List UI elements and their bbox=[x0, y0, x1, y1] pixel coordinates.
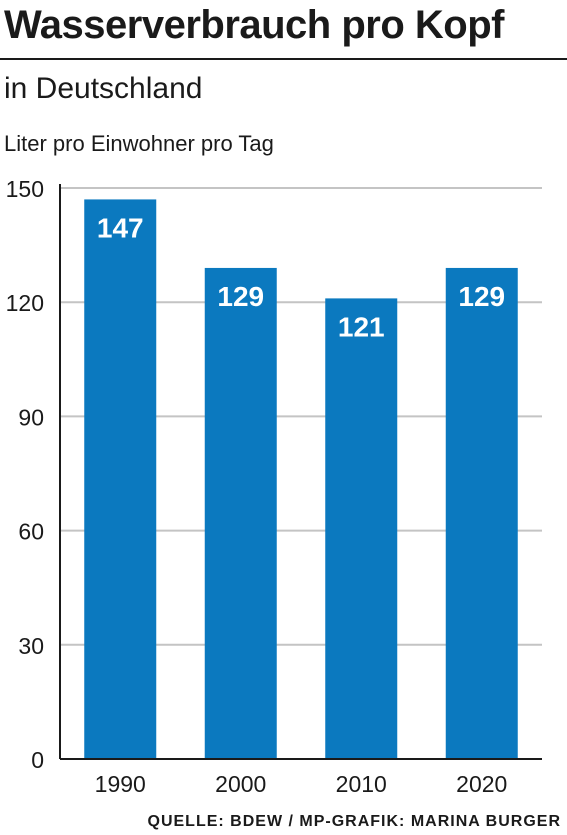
bar-value-label: 121 bbox=[338, 311, 385, 342]
bar-1990 bbox=[84, 199, 157, 760]
y-tick-label: 150 bbox=[6, 176, 44, 202]
x-tick-label: 2020 bbox=[456, 771, 507, 797]
source-credit: QUELLE: BDEW / MP-GRAFIK: MARINA BURGER bbox=[147, 813, 561, 830]
chart-subtitle: in Deutschland bbox=[4, 72, 203, 105]
bar-value-label: 129 bbox=[458, 281, 505, 312]
y-tick-label: 90 bbox=[18, 404, 44, 430]
bar-2010 bbox=[325, 298, 398, 759]
bar-value-label: 147 bbox=[97, 212, 144, 243]
y-tick-labels: 0 30 60 90 120 150 bbox=[6, 176, 44, 773]
y-tick-label: 60 bbox=[18, 519, 44, 545]
x-tick-label: 2010 bbox=[336, 771, 387, 797]
title-divider bbox=[0, 58, 567, 60]
chart-title: Wasserverbrauch pro Kopf bbox=[4, 3, 504, 47]
bar-2000 bbox=[204, 267, 277, 759]
x-tick-label: 1990 bbox=[95, 771, 146, 797]
x-tick-label: 2000 bbox=[215, 771, 266, 797]
y-tick-label: 0 bbox=[31, 747, 44, 773]
bars: 147 129 121 129 bbox=[84, 199, 518, 760]
y-tick-label: 30 bbox=[18, 633, 44, 659]
y-tick-label: 120 bbox=[6, 290, 44, 316]
x-tick-labels: 1990 2000 2010 2020 bbox=[95, 771, 508, 797]
bar-value-label: 129 bbox=[217, 281, 264, 312]
bar-2020 bbox=[445, 267, 518, 759]
axes bbox=[59, 184, 542, 760]
y-axis-unit-label: Liter pro Einwohner pro Tag bbox=[4, 131, 274, 156]
